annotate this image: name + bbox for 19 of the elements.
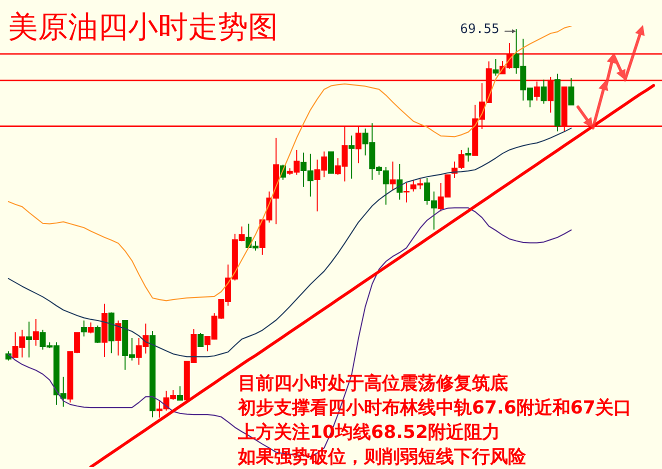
- candlestick: [94, 325, 101, 344]
- candlestick: [88, 322, 94, 334]
- candlestick: [465, 147, 472, 162]
- candlestick: [198, 332, 204, 348]
- candlestick: [403, 182, 410, 203]
- candlestick: [396, 163, 403, 200]
- candlestick: [348, 135, 355, 180]
- annotation: 69.55: [460, 22, 500, 38]
- candlestick: [115, 320, 122, 356]
- candlestick: [568, 78, 574, 106]
- candlestick: [80, 320, 87, 337]
- chart-title: 美原油四小时走势图: [8, 10, 278, 46]
- candlestick: [328, 151, 334, 174]
- candlestick: [492, 58, 499, 76]
- candlestick: [32, 318, 39, 346]
- candlestick: [177, 386, 184, 401]
- candlestick: [390, 161, 396, 191]
- candlestick: [26, 321, 32, 358]
- candlestick: [540, 79, 547, 104]
